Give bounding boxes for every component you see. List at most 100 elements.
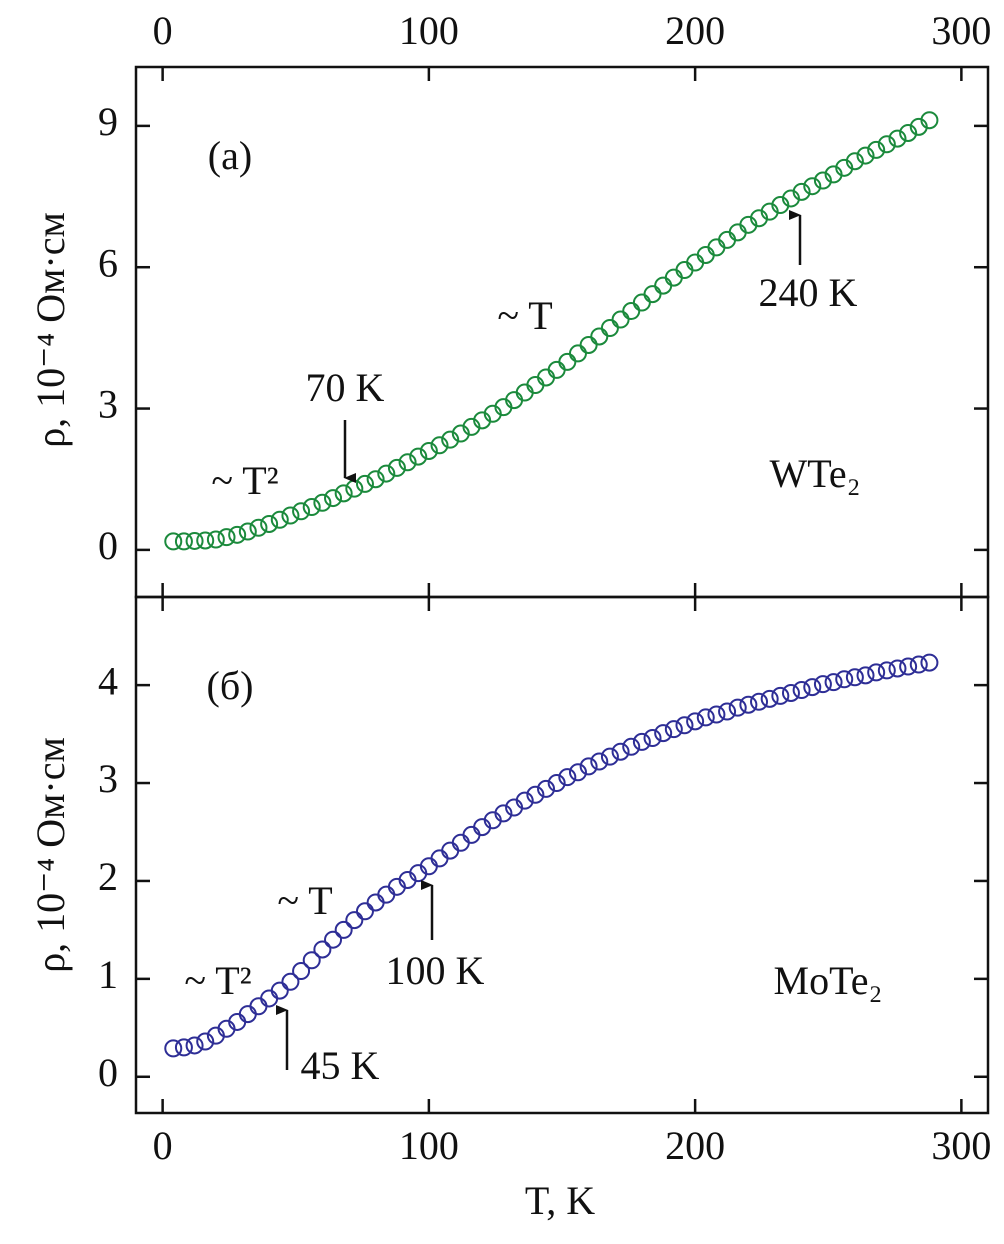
data-point [409, 447, 428, 466]
x-tick-label: 100 [399, 8, 459, 53]
data-point [377, 464, 396, 483]
annotation: MoTe₂ [774, 958, 883, 1003]
data-point [366, 470, 385, 489]
data-point [622, 737, 641, 756]
annotation: WTe₂ [769, 451, 860, 496]
annotation: 100 K [386, 948, 485, 993]
data-point [196, 531, 215, 550]
x-tick-label: 100 [399, 1123, 459, 1168]
annotation: ~ T [497, 293, 552, 338]
data-point [238, 1005, 257, 1024]
data-point [568, 763, 587, 782]
data-point [451, 833, 470, 852]
data-point [334, 484, 353, 503]
x-tick-label: 0 [153, 1123, 173, 1168]
data-point [313, 940, 332, 959]
data-point [675, 716, 694, 735]
data-point [334, 920, 353, 939]
y-tick-label: 3 [98, 382, 118, 427]
data-point [718, 230, 737, 249]
data-point [515, 791, 534, 810]
data-point [430, 436, 449, 455]
data-point [515, 383, 534, 402]
data-point [632, 732, 651, 751]
data-point [792, 681, 811, 700]
data-point [643, 285, 662, 304]
annotation: ~ T [277, 878, 332, 923]
data-point [803, 177, 822, 196]
data-point [441, 430, 460, 449]
data-point [366, 893, 385, 912]
data-point [568, 344, 587, 363]
data-point [845, 668, 864, 687]
annotation: ~ T² [184, 958, 251, 1003]
data-point [611, 742, 630, 761]
y-tick-label: 0 [98, 523, 118, 568]
data-point [355, 474, 374, 493]
data-point [441, 841, 460, 860]
x-tick-label: 200 [665, 8, 725, 53]
annotation: (a) [208, 133, 252, 178]
data-point [622, 302, 641, 321]
data-point [537, 368, 556, 387]
data-point [494, 804, 513, 823]
y-axis-label: ρ, 10⁻⁴ Ом·см [28, 737, 73, 973]
data-point [537, 779, 556, 798]
x-tick-label: 300 [931, 8, 991, 53]
data-point [707, 705, 726, 724]
data-point [238, 522, 257, 541]
data-point [643, 728, 662, 747]
data-point [813, 171, 832, 190]
x-tick-label: 200 [665, 1123, 725, 1168]
data-point [206, 530, 225, 549]
annotation: 70 K [306, 365, 385, 410]
data-point [824, 673, 843, 692]
data-point [355, 902, 374, 921]
data-point [888, 129, 907, 148]
data-point [579, 335, 598, 354]
data-point [781, 683, 800, 702]
data-point [302, 498, 321, 517]
data-point [419, 441, 438, 460]
x-axis-label: T, K [525, 1178, 595, 1223]
data-point [877, 135, 896, 154]
y-tick-label: 0 [98, 1050, 118, 1095]
data-point [909, 655, 928, 674]
annotation: (б) [207, 663, 254, 708]
data-point [920, 111, 939, 130]
data-point [856, 666, 875, 685]
data-point [590, 752, 609, 771]
data-point [813, 675, 832, 694]
data-point [270, 510, 289, 529]
data-point [856, 146, 875, 165]
annotation: 45 K [301, 1043, 380, 1088]
data-point [696, 245, 715, 264]
data-point [771, 686, 790, 705]
data-point [292, 502, 311, 521]
data-point [302, 951, 321, 970]
annotation: 240 K [759, 270, 858, 315]
data-point [867, 663, 886, 682]
data-point [792, 182, 811, 201]
plot-frame [134, 595, 990, 1115]
data-point [345, 479, 364, 498]
y-tick-label: 9 [98, 99, 118, 144]
data-point [686, 253, 705, 272]
data-point [462, 825, 481, 844]
data-point [728, 223, 747, 242]
data-point [632, 293, 651, 312]
data-point [164, 532, 183, 551]
data-point [750, 692, 769, 711]
y-tick-label: 2 [98, 854, 118, 899]
data-point [526, 376, 545, 394]
data-point [611, 310, 630, 329]
data-point [547, 360, 566, 379]
data-point [686, 712, 705, 731]
data-point [185, 531, 204, 550]
data-point [324, 930, 343, 949]
data-point [345, 911, 364, 930]
data-point [547, 774, 566, 793]
data-point [664, 720, 683, 739]
data-point [558, 352, 577, 371]
